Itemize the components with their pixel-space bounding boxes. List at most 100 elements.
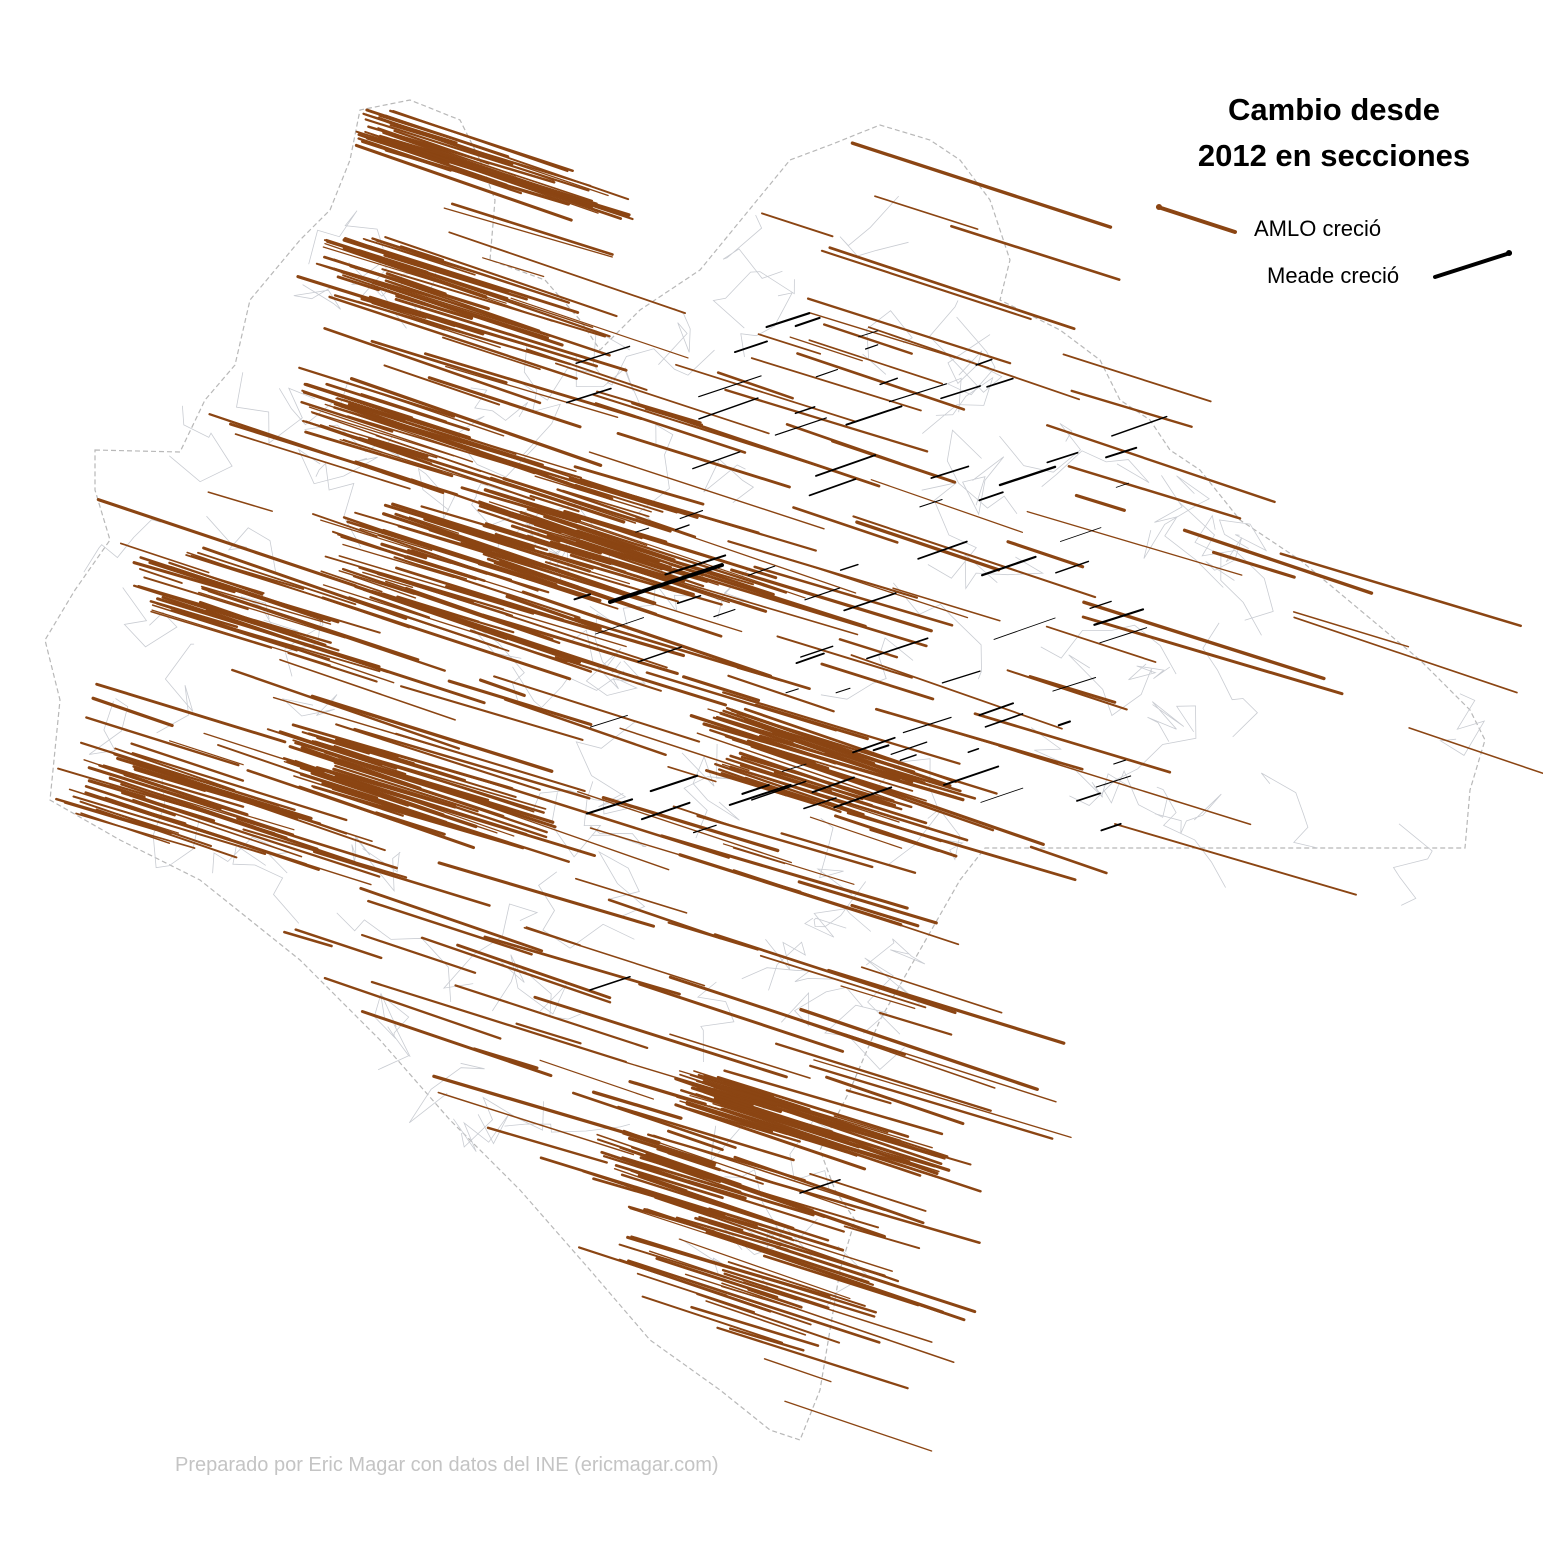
amlo-arrow [678, 1238, 851, 1300]
meade-arrow [940, 385, 982, 400]
amlo-arrow [771, 732, 914, 784]
meade-arrow [888, 383, 948, 403]
amlo-arrow [116, 812, 180, 834]
amlo-arrow [283, 760, 498, 834]
amlo-arrow [644, 406, 704, 427]
credit-text: Preparado por Eric Magar con datos del I… [175, 1454, 719, 1476]
amlo-arrow [717, 1098, 800, 1127]
amlo-arrow [527, 518, 604, 546]
amlo-arrow [312, 850, 491, 907]
amlo-arrow [709, 728, 818, 767]
meade-arrow [794, 406, 816, 415]
legend-meade-label: Meade creció [1267, 263, 1399, 288]
amlo-arrow [1212, 550, 1296, 579]
amlo-arrow [1028, 675, 1117, 704]
meade-arrow [698, 375, 762, 398]
amlo-arrow [85, 716, 240, 767]
amlo-arrow [721, 1282, 955, 1363]
meade-arrow [815, 454, 877, 477]
amlo-arrow [367, 409, 592, 485]
amlo-arrow [657, 1196, 900, 1283]
legend-amlo-swatch-head [1156, 204, 1162, 210]
amlo-arrow [1182, 528, 1374, 595]
meade-arrow [978, 702, 1015, 717]
meade-arrow [986, 377, 1014, 388]
legend-amlo-label: AMLO creció [1254, 216, 1381, 241]
amlo-arrow [721, 1268, 876, 1318]
amlo-arrow [690, 1305, 820, 1347]
amlo-arrow [486, 557, 723, 638]
amlo-arrow [482, 523, 593, 560]
amlo-arrow [757, 333, 822, 355]
amlo-arrow [776, 635, 913, 679]
meade-arrow [1057, 720, 1071, 727]
amlo-arrow [283, 930, 333, 948]
amlo-arrow [1293, 616, 1518, 694]
amlo-arrow [708, 1207, 845, 1252]
amlo-arrow [437, 1091, 635, 1156]
amlo-arrow [503, 698, 667, 757]
section-boundary [964, 553, 1045, 590]
amlo-arrow [775, 1245, 977, 1314]
amlo-arrow [336, 275, 380, 292]
section-boundary [824, 1004, 905, 1070]
section-boundary [570, 629, 646, 690]
amlo-arrow [72, 795, 267, 856]
amlo-arrow [675, 1216, 789, 1252]
amlo-arrow [576, 529, 724, 578]
meade-arrow [980, 787, 1024, 803]
amlo-arrow [1292, 611, 1410, 648]
amlo-arrow [632, 1188, 758, 1230]
meade-arrow [975, 358, 993, 366]
amlo-arrow [499, 559, 580, 588]
amlo-arrow [874, 707, 1084, 771]
section-boundary [453, 1113, 510, 1152]
amlo-arrow [342, 246, 488, 299]
amlo-arrow [809, 816, 903, 849]
section-boundary [946, 429, 1018, 515]
amlo-arrow [659, 834, 909, 910]
amlo-arrow [705, 1300, 807, 1336]
amlo-arrow [616, 431, 791, 489]
amlo-arrow [96, 498, 357, 588]
meade-arrow [733, 340, 768, 354]
amlo-arrow [297, 748, 416, 787]
amlo-arrow [334, 764, 479, 813]
amlo-arrow [617, 1105, 795, 1162]
amlo-arrow [427, 376, 582, 429]
section-boundary [1030, 727, 1104, 798]
section-boundary [781, 986, 864, 1027]
amlo-arrow [806, 297, 1012, 365]
amlo-arrow [672, 805, 730, 826]
amlo-arrow [131, 752, 348, 822]
amlo-arrow [348, 596, 500, 649]
section-boundary [892, 582, 982, 680]
amlo-arrow [84, 785, 176, 817]
amlo-arrow [391, 502, 535, 550]
amlo-arrow [1006, 669, 1128, 711]
amlo-arrow [156, 597, 381, 669]
amlo-arrow [583, 527, 651, 550]
amlo-arrow [375, 239, 444, 263]
amlo-arrow [456, 943, 612, 1000]
meade-arrow [637, 646, 683, 663]
meade-arrow [1105, 446, 1138, 459]
amlo-arrow [359, 886, 544, 953]
amlo-arrow [190, 569, 265, 594]
amlo-arrow [973, 712, 1172, 774]
meade-arrow [781, 763, 807, 772]
amlo-arrow [101, 771, 295, 831]
amlo-arrow [702, 1080, 779, 1106]
amlo-arrow [395, 566, 565, 622]
amlo-arrow [571, 1091, 737, 1149]
legend-meade-swatch [1433, 251, 1512, 279]
amlo-arrow [207, 589, 446, 672]
meade-arrow [804, 587, 841, 601]
amlo-arrow [1114, 823, 1357, 896]
section-boundary [308, 210, 384, 265]
amlo-arrow [338, 555, 535, 615]
meade-arrow [566, 387, 612, 404]
meade-arrow [785, 688, 799, 694]
amlo-arrow [762, 748, 908, 799]
amlo-arrow [627, 1259, 881, 1344]
